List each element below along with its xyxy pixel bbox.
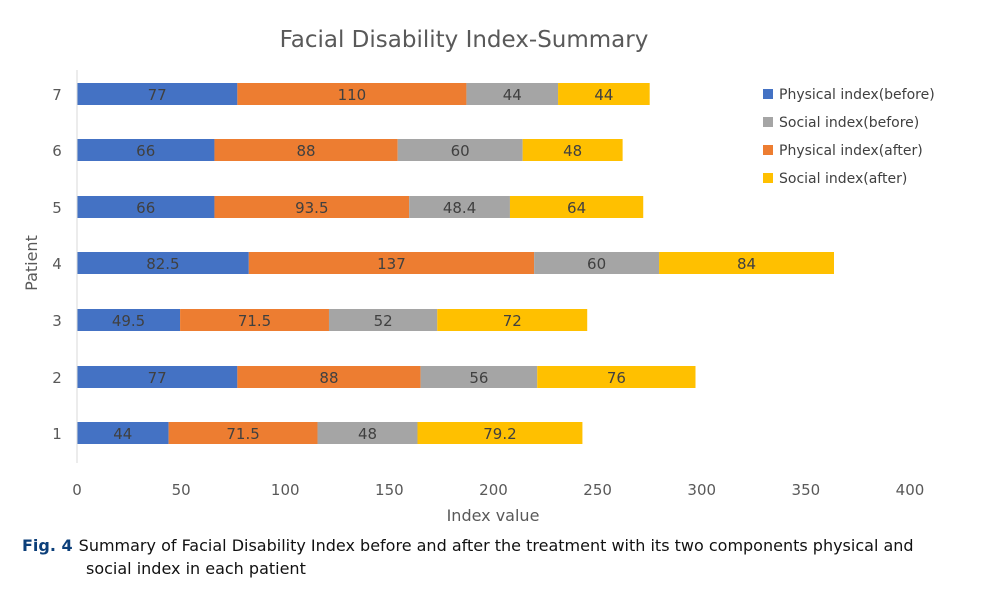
data-label: 60 <box>451 142 470 160</box>
legend-label: Physical index(after) <box>779 143 923 159</box>
y-tick-label: 6 <box>52 142 62 160</box>
data-label: 48 <box>358 425 377 443</box>
y-axis-label: Patient <box>22 235 41 291</box>
caption-line-1: Summary of Facial Disability Index befor… <box>78 536 914 555</box>
data-label: 66 <box>136 142 155 160</box>
y-tick-label: 7 <box>52 86 62 104</box>
data-label: 93.5 <box>295 199 328 217</box>
data-label: 72 <box>503 312 522 330</box>
bar-patient-6-series-4 <box>522 139 623 161</box>
bar-patient-7-series-2 <box>237 83 467 105</box>
bar-patient-5-series-4 <box>509 196 644 218</box>
data-label: 66 <box>136 199 155 217</box>
legend-swatch <box>763 173 773 183</box>
data-label: 64 <box>567 199 586 217</box>
bar-patient-2-series-4 <box>537 366 696 388</box>
legend-swatch <box>763 117 773 127</box>
legend-label: Social index(before) <box>779 115 919 131</box>
x-axis-label: Index value <box>447 506 540 525</box>
figure-caption: Fig. 4 Summary of Facial Disability Index… <box>22 534 972 580</box>
data-label: 71.5 <box>226 425 259 443</box>
x-tick-label: 350 <box>792 481 821 499</box>
bar-layer: 44 71.5 48 79.2 77 88 56 76 49.5 71.5 52 72 82.5 137 6… <box>77 83 834 444</box>
data-label: 56 <box>469 369 488 387</box>
data-label: 48 <box>563 142 582 160</box>
data-label: 77 <box>148 86 167 104</box>
bar-patient-6-series-2 <box>214 139 398 161</box>
bar-patient-4-series-3 <box>534 252 660 274</box>
x-tick-label: 200 <box>479 481 508 499</box>
data-label: 88 <box>297 142 316 160</box>
y-tick-label: 3 <box>52 312 62 330</box>
bar-patient-7-series-1 <box>77 83 238 105</box>
bar-patient-5-series-2 <box>214 196 410 218</box>
data-label: 71.5 <box>238 312 271 330</box>
legend-swatch <box>763 145 773 155</box>
legend-label: Social index(after) <box>779 171 907 187</box>
data-label: 79.2 <box>483 425 516 443</box>
figure-label: Fig. 4 <box>22 536 73 555</box>
bar-patient-1-series-1 <box>77 422 169 444</box>
bar-patient-4-series-2 <box>248 252 535 274</box>
bar-patient-5-series-3 <box>409 196 510 218</box>
x-tick-label: 100 <box>271 481 300 499</box>
data-label: 137 <box>377 255 406 273</box>
bar-patient-2-series-3 <box>420 366 538 388</box>
data-label: 44 <box>503 86 522 104</box>
y-tick-label: 4 <box>52 255 62 273</box>
chart-title: Facial Disability Index-Summary <box>280 27 649 53</box>
x-tick-label: 250 <box>583 481 612 499</box>
bar-patient-1-series-3 <box>317 422 418 444</box>
data-label: 76 <box>607 369 626 387</box>
x-tick-label: 0 <box>72 481 82 499</box>
bar-patient-1-series-2 <box>168 422 318 444</box>
bar-patient-6-series-3 <box>397 139 523 161</box>
bar-patient-3-series-4 <box>437 309 588 331</box>
bar-patient-4-series-4 <box>659 252 834 274</box>
bar-patient-2-series-2 <box>237 366 421 388</box>
bar-patient-7-series-4 <box>558 83 650 105</box>
x-tick-label: 300 <box>687 481 716 499</box>
bar-patient-3-series-1 <box>77 309 181 331</box>
data-label: 88 <box>319 369 338 387</box>
y-tick-label: 5 <box>52 199 62 217</box>
data-label: 110 <box>338 86 367 104</box>
legend-swatch <box>763 89 773 99</box>
bar-patient-3-series-2 <box>180 309 329 331</box>
caption-line-2: social index in each patient <box>86 559 306 578</box>
data-label: 48.4 <box>443 199 476 217</box>
bar-patient-3-series-3 <box>328 309 438 331</box>
x-tick-label: 400 <box>896 481 925 499</box>
chart: Facial Disability Index-Summary 44 71.5 48… <box>22 27 935 525</box>
bar-patient-2-series-1 <box>77 366 238 388</box>
y-tick-label: 1 <box>52 425 62 443</box>
bar-patient-4-series-1 <box>77 252 249 274</box>
data-label: 44 <box>113 425 132 443</box>
legend-label: Physical index(before) <box>779 87 935 103</box>
bar-patient-6-series-1 <box>77 139 215 161</box>
data-label: 52 <box>374 312 393 330</box>
y-tick-label: 2 <box>52 369 62 387</box>
data-label: 60 <box>587 255 606 273</box>
x-tick-label: 50 <box>172 481 191 499</box>
x-tick-label: 150 <box>375 481 404 499</box>
legend: Physical index(before) Social index(befor… <box>763 87 935 187</box>
bar-patient-7-series-3 <box>466 83 559 105</box>
data-label: 49.5 <box>112 312 145 330</box>
bar-patient-1-series-4 <box>417 422 583 444</box>
data-label: 84 <box>737 255 756 273</box>
bar-patient-5-series-1 <box>77 196 215 218</box>
data-label: 77 <box>148 369 167 387</box>
data-label: 82.5 <box>146 255 179 273</box>
data-label: 44 <box>594 86 613 104</box>
